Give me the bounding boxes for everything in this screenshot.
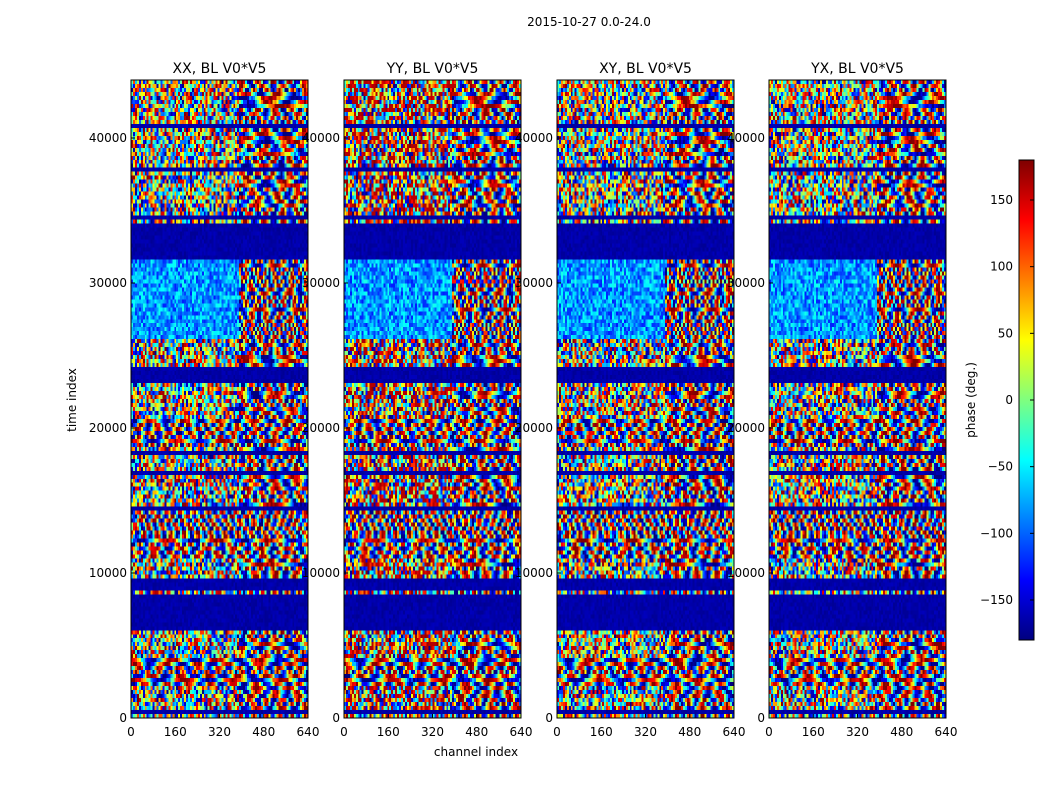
y-tick-label: 10000: [515, 566, 553, 580]
colorbar-tick-label: −50: [988, 460, 1013, 474]
panel-4: YX, BL V0*V5 0 160 320 480 640 0 10000 20000 3000…: [727, 61, 958, 739]
panel-2: YY, BL V0*V5 0 160 320 480 640 0 10000 20000 3000…: [302, 61, 533, 739]
x-tick-label: 640: [297, 725, 320, 739]
x-tick-label: 0: [127, 725, 135, 739]
y-tick-label: 40000: [515, 131, 553, 145]
panel-title: YX, BL V0*V5: [810, 61, 904, 77]
figure-suptitle: 2015-10-27 0.0-24.0: [527, 15, 651, 29]
x-tick-label: 480: [890, 725, 913, 739]
x-tick-label: 320: [421, 725, 444, 739]
y-tick-label: 40000: [727, 131, 765, 145]
panels: XX, BL V0*V5 0 160 320 480 640 0 10000 20000 3000…: [89, 61, 958, 739]
x-tick-label: 160: [590, 725, 613, 739]
x-tick-label: 480: [252, 725, 275, 739]
colorbar-tick-label: 0: [1005, 393, 1013, 407]
x-tick-label: 0: [340, 725, 348, 739]
x-tick-label: 480: [678, 725, 701, 739]
y-tick-label: 40000: [302, 131, 340, 145]
phase-heatmap-image: [131, 80, 308, 718]
y-tick-label: 30000: [727, 276, 765, 290]
x-tick-label: 640: [510, 725, 533, 739]
x-tick-label: 160: [377, 725, 400, 739]
colorbar-tick-label: 100: [990, 260, 1013, 274]
colorbar: −150 −100 −50 0 50 100 150: [980, 159, 1035, 641]
x-tick-label: 320: [208, 725, 231, 739]
panel-title: XY, BL V0*V5: [599, 61, 692, 77]
colorbar-tick-label: 150: [990, 193, 1013, 207]
phase-heatmap-image: [557, 80, 734, 718]
y-axis-label: time index: [65, 368, 79, 432]
x-tick-label: 480: [465, 725, 488, 739]
y-tick-label: 20000: [302, 421, 340, 435]
y-tick-label: 30000: [515, 276, 553, 290]
y-tick-label: 40000: [89, 131, 127, 145]
x-tick-label: 320: [846, 725, 869, 739]
y-tick-label: 10000: [727, 566, 765, 580]
y-tick-label: 10000: [89, 566, 127, 580]
x-tick-label: 0: [765, 725, 773, 739]
panel-1: XX, BL V0*V5 0 160 320 480 640 0 10000 20000 3000…: [89, 61, 320, 739]
y-tick-label: 0: [545, 711, 553, 725]
x-axis-label: channel index: [434, 745, 518, 759]
y-tick-label: 10000: [302, 566, 340, 580]
phase-heatmap-image: [769, 80, 946, 718]
panel-title: YY, BL V0*V5: [386, 61, 479, 77]
x-tick-label: 160: [164, 725, 187, 739]
colorbar-label: phase (deg.): [964, 362, 978, 438]
y-tick-label: 20000: [89, 421, 127, 435]
panel-title: XX, BL V0*V5: [173, 61, 267, 77]
y-tick-label: 30000: [89, 276, 127, 290]
x-tick-label: 0: [553, 725, 561, 739]
x-tick-label: 320: [634, 725, 657, 739]
x-tick-label: 160: [802, 725, 825, 739]
colorbar-tick-label: −100: [980, 526, 1013, 540]
y-tick-label: 0: [332, 711, 340, 725]
y-tick-label: 30000: [302, 276, 340, 290]
y-tick-label: 0: [757, 711, 765, 725]
y-tick-label: 20000: [515, 421, 553, 435]
colorbar-tick-label: 50: [998, 326, 1013, 340]
phase-heatmap-image: [344, 80, 521, 718]
y-tick-label: 0: [119, 711, 127, 725]
x-tick-label: 640: [723, 725, 746, 739]
panel-3: XY, BL V0*V5 0 160 320 480 640 0 10000 20000 3000…: [515, 61, 746, 739]
x-tick-label: 640: [935, 725, 958, 739]
y-tick-label: 20000: [727, 421, 765, 435]
colorbar-tick-label: −150: [980, 593, 1013, 607]
